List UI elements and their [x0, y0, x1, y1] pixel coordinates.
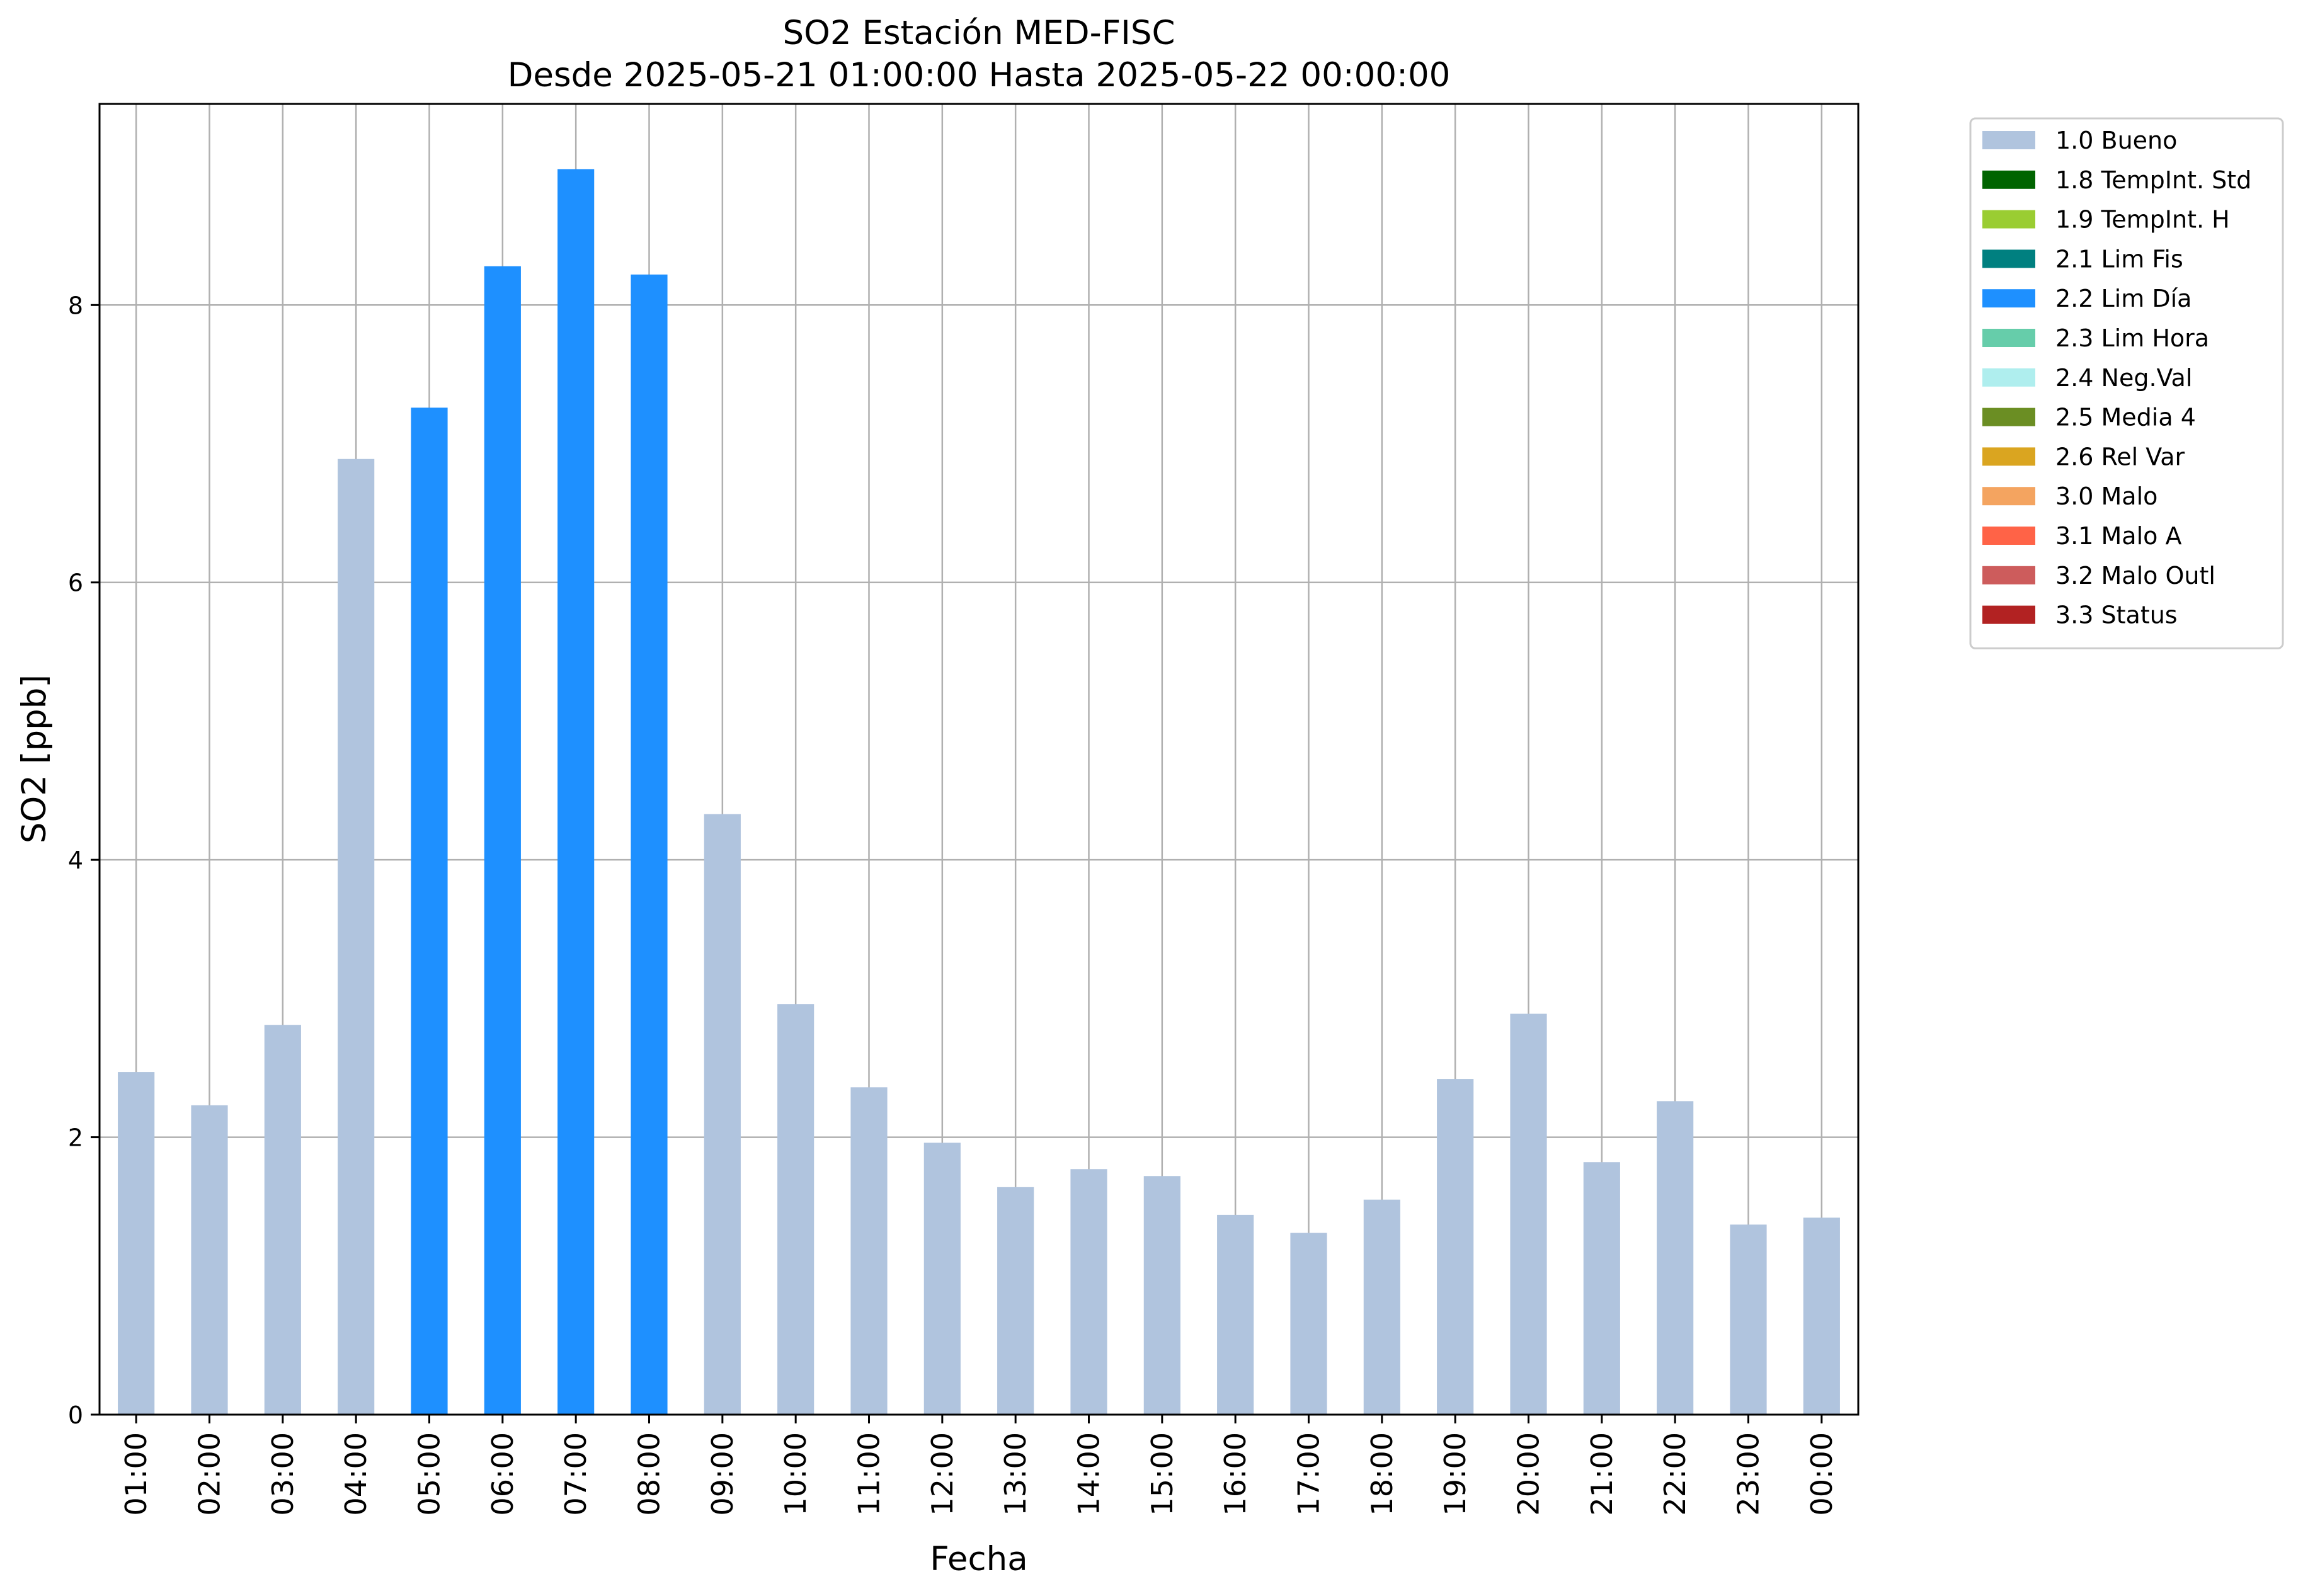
x-tick-label: 22:00	[1658, 1432, 1692, 1516]
bar-1700	[1290, 1233, 1327, 1415]
x-tick-label: 05:00	[413, 1432, 447, 1516]
x-axis-label: Fecha	[930, 1540, 1027, 1578]
x-tick-label: 15:00	[1145, 1432, 1179, 1516]
y-axis: 0 2 4 6 8	[68, 292, 100, 1429]
chart-title: SO2 Estación MED-FISC	[783, 14, 1175, 52]
chart-subtitle: Desde 2025-05-21 01:00:00 Hasta 2025-05-…	[508, 56, 1451, 94]
bar-0000	[1803, 1217, 1840, 1415]
bar-0600	[484, 266, 521, 1415]
x-tick-label: 06:00	[486, 1432, 520, 1516]
legend-label: 1.0 Bueno	[2055, 127, 2177, 154]
bar-2300	[1730, 1224, 1767, 1415]
x-tick-label: 02:00	[193, 1432, 227, 1516]
legend-label: 2.1 Lim Fis	[2055, 245, 2183, 273]
x-tick-label: 04:00	[339, 1432, 373, 1516]
x-tick-label: 21:00	[1585, 1432, 1619, 1516]
legend-swatch	[1982, 170, 2035, 189]
legend-swatch	[1982, 605, 2035, 624]
y-tick-label: 8	[68, 292, 83, 319]
x-tick-label: 23:00	[1732, 1432, 1766, 1516]
legend-swatch	[1982, 447, 2035, 466]
bar-0200	[191, 1105, 228, 1415]
x-tick-label: 09:00	[706, 1432, 740, 1516]
bar-0500	[411, 408, 448, 1415]
x-tick-label: 07:00	[559, 1432, 593, 1516]
bar-0800	[631, 274, 668, 1415]
bar-2000	[1510, 1013, 1547, 1415]
plot-frame	[98, 103, 1860, 1416]
legend-label: 2.6 Rel Var	[2055, 443, 2185, 470]
legend-swatch	[1982, 527, 2035, 545]
legend-swatch	[1982, 249, 2035, 268]
x-tick-label: 01:00	[119, 1432, 153, 1516]
legend-frame	[1969, 117, 2284, 649]
x-tick-label: 12:00	[925, 1432, 959, 1516]
x-tick-label: 14:00	[1072, 1432, 1106, 1516]
x-tick-label: 11:00	[852, 1432, 886, 1516]
y-tick-label: 2	[68, 1124, 83, 1152]
legend-label: 2.5 Media 4	[2055, 404, 2196, 431]
legend-swatch	[1982, 329, 2035, 347]
x-tick-label: 13:00	[998, 1432, 1032, 1516]
bar-1800	[1363, 1199, 1400, 1415]
legend-swatch	[1982, 210, 2035, 229]
legend-label: 3.3 Status	[2055, 601, 2178, 629]
legend-label: 1.8 TempInt. Std	[2055, 166, 2251, 194]
legend-label: 2.3 Lim Hora	[2055, 324, 2209, 352]
bar-0700	[557, 169, 595, 1415]
legend: 1.0 Bueno 1.8 TempInt. Std 1.9 TempInt. H 2…	[1969, 117, 2284, 649]
x-axis: 01:00 02:00 03:00 04:00 05:00 06:00 07:00 08:00…	[119, 1415, 1839, 1516]
legend-swatch	[1982, 368, 2035, 387]
x-tick-label: 20:00	[1512, 1432, 1546, 1516]
legend-swatch	[1982, 566, 2035, 584]
x-tick-label: 19:00	[1438, 1432, 1472, 1516]
x-tick-label: 08:00	[632, 1432, 666, 1516]
legend-swatch	[1982, 487, 2035, 506]
legend-label: 3.2 Malo Outl	[2055, 562, 2215, 590]
chart-title-group: SO2 Estación MED-FISC Desde 2025-05-21 0…	[508, 14, 1451, 94]
legend-label: 1.9 TempInt. H	[2055, 206, 2230, 234]
bar-0100	[118, 1072, 155, 1415]
bars	[118, 169, 1840, 1415]
bar-1500	[1143, 1176, 1180, 1415]
bar-1400	[1070, 1169, 1107, 1415]
y-tick-label: 0	[68, 1401, 83, 1429]
bar-0400	[338, 459, 375, 1415]
y-axis-label: SO2 [ppb]	[15, 675, 54, 843]
legend-label: 3.1 Malo A	[2055, 522, 2181, 550]
legend-swatch	[1982, 408, 2035, 426]
bar-1200	[923, 1143, 961, 1415]
bar-2200	[1657, 1101, 1694, 1415]
x-tick-label: 10:00	[779, 1432, 813, 1516]
bar-1900	[1437, 1079, 1474, 1415]
bar-1300	[997, 1187, 1034, 1415]
y-tick-label: 6	[68, 569, 83, 597]
x-tick-label: 18:00	[1365, 1432, 1399, 1516]
legend-label: 2.4 Neg.Val	[2055, 364, 2192, 392]
bar-1600	[1217, 1214, 1254, 1415]
legend-swatch	[1982, 289, 2035, 308]
x-tick-label: 00:00	[1805, 1432, 1839, 1516]
x-tick-label: 03:00	[266, 1432, 300, 1516]
bar-1100	[850, 1087, 888, 1415]
legend-swatch	[1982, 131, 2035, 149]
bar-0900	[704, 814, 741, 1415]
y-tick-label: 4	[68, 846, 83, 874]
x-tick-label: 16:00	[1218, 1432, 1252, 1516]
bar-1000	[777, 1004, 814, 1415]
bar-2100	[1583, 1162, 1620, 1415]
legend-label: 2.2 Lim Día	[2055, 285, 2192, 312]
x-tick-label: 17:00	[1292, 1432, 1326, 1516]
bar-0300	[264, 1025, 301, 1415]
legend-label: 3.0 Malo	[2055, 482, 2157, 510]
